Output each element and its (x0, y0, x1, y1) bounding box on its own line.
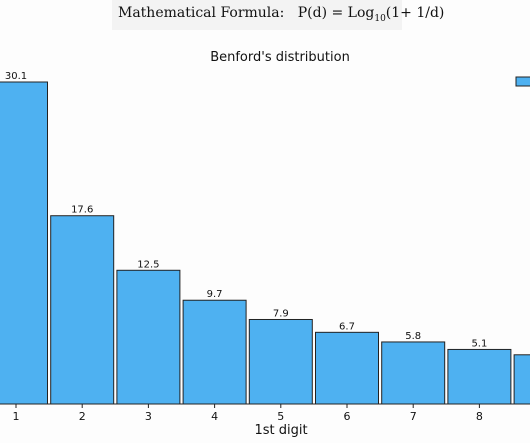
bar-digit-3 (116, 269, 181, 405)
bar-digit-6 (315, 331, 379, 405)
value-label-digit-1: 30.1 (5, 71, 27, 82)
bar-digit-5 (248, 318, 313, 405)
bar-digit-2 (50, 215, 115, 405)
value-label-digit-5: 7.9 (273, 308, 289, 319)
x-tick-label-7: 7 (410, 410, 417, 423)
bar-digit-1 (0, 81, 48, 405)
x-tick-label-8: 8 (476, 410, 483, 423)
value-labels-layer: 30.1 17.6 12.5 9.7 7.9 6.7 5.8 5.1 (5, 71, 487, 349)
x-tick-label-3: 3 (145, 410, 152, 423)
value-label-digit-3: 12.5 (137, 259, 159, 270)
x-tick-label-4: 4 (211, 410, 218, 423)
value-label-digit-8: 5.1 (471, 338, 487, 349)
formula-rhs: (1+ 1/d) (385, 5, 445, 21)
formula-background (112, 0, 402, 30)
chart-title: Benford's distribution (210, 50, 350, 65)
bar-digit-4 (182, 299, 247, 405)
bars-layer (0, 81, 530, 405)
formula-lhs: P(d) = Log (297, 5, 375, 21)
x-axis-label: 1st digit (254, 423, 307, 438)
formula-prefix: Mathematical Formula: (118, 5, 285, 21)
legend-swatch (515, 76, 530, 87)
bar-digit-7 (381, 341, 446, 405)
formula-subscript: 10 (374, 13, 386, 24)
value-label-digit-2: 17.6 (71, 205, 93, 216)
x-tick-label-6: 6 (344, 410, 351, 423)
x-tick-label-5: 5 (277, 410, 284, 423)
x-axis: 1 2 3 4 5 6 7 8 (0, 403, 530, 423)
value-label-digit-4: 9.7 (207, 289, 223, 300)
value-label-digit-7: 5.8 (405, 331, 421, 342)
bar-digit-8 (447, 348, 512, 405)
formula-text: Mathematical Formula: P(d) = Log10(1+ 1/… (118, 5, 444, 24)
value-label-digit-6: 6.7 (339, 321, 355, 332)
x-tick-label-1: 1 (13, 410, 20, 423)
bar-digit-9 (513, 354, 530, 405)
x-tick-label-2: 2 (79, 410, 86, 423)
